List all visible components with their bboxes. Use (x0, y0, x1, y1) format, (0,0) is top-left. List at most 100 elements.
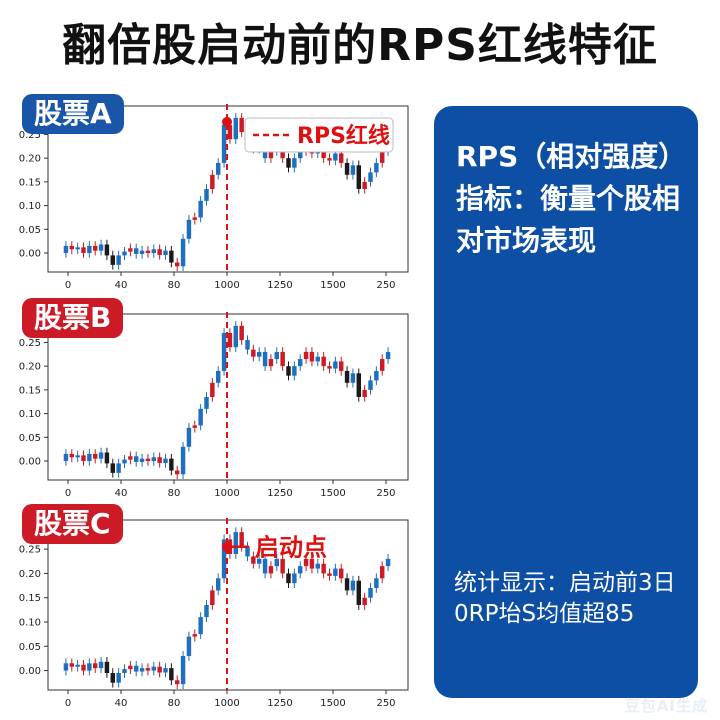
candle-body (128, 665, 133, 670)
legend-label-rps-red-line: RPS红线 (297, 123, 390, 149)
candle-body (327, 158, 332, 161)
x-tick-label: 40 (115, 698, 128, 709)
candle-body (87, 663, 92, 671)
candle-body (256, 351, 262, 357)
candle-body (116, 673, 121, 683)
x-tick-label: 80 (168, 488, 181, 499)
candle-body (251, 349, 256, 357)
x-tick-label: 80 (168, 698, 181, 709)
candle-body (227, 332, 233, 348)
candle-body (63, 663, 69, 671)
candle-body (186, 427, 192, 447)
candle-body (333, 568, 338, 576)
info-rps-definition: RPS（相对强度）指标：衡量个股相对市场表现 (456, 140, 681, 257)
candle-body (256, 558, 262, 564)
candle-body (379, 359, 385, 371)
y-tick-label: 0.00 (19, 249, 41, 260)
candle-body (169, 250, 174, 263)
candle-body (268, 566, 274, 574)
candle-body (215, 370, 221, 383)
candle-body (110, 255, 116, 265)
x-tick-label: 1000 (214, 280, 239, 291)
candle-body (321, 148, 326, 159)
x-tick-label: 0 (65, 488, 71, 499)
x-tick-label: 1500 (320, 698, 345, 709)
candle-body (98, 244, 104, 251)
candle-body (169, 668, 174, 681)
chart-stock-a: 0.00 0.05 0.10 0.15 0.20 0.25 0 40 80 1000 1250 150… (19, 104, 409, 291)
candle-body (87, 453, 92, 462)
candle-body (368, 588, 373, 598)
y-tick-label: 0.25 (19, 545, 41, 556)
candle-body (210, 590, 215, 605)
candle-body (192, 217, 198, 220)
candle-body (362, 181, 367, 189)
candle-body (92, 663, 98, 669)
y-tick-label: 0.15 (19, 385, 41, 396)
candle-body (186, 219, 192, 239)
candle-body (180, 238, 186, 267)
candle-body (110, 463, 116, 473)
candle-body (292, 158, 297, 168)
candle-body (286, 573, 291, 584)
chart-stock-b: 0.00 0.05 0.10 0.15 0.20 0.25 0 40 80 1000 1250 150… (19, 312, 409, 499)
y-tick-label: 0.05 (19, 642, 41, 653)
legend-box (244, 117, 394, 153)
candle-body (303, 351, 309, 360)
candle-body (374, 162, 379, 173)
candle-body (280, 351, 285, 367)
candle-body (104, 661, 110, 673)
candle-body (239, 117, 244, 133)
candle-body (145, 458, 151, 462)
candle-body (297, 151, 303, 159)
y-tick-label: 0.15 (19, 593, 41, 604)
info-statistics: 统计显示：启动前3日0RP坮S均值超85 (454, 570, 676, 627)
candle-body (344, 578, 350, 591)
candle-body (180, 656, 186, 685)
candle-body (379, 151, 385, 163)
candle-body (122, 459, 127, 464)
candle-body (69, 245, 75, 250)
candle-body (139, 458, 145, 462)
candle-body (63, 245, 69, 254)
candle-body (338, 361, 344, 371)
candle-body (169, 458, 174, 471)
candle-body (210, 382, 215, 397)
candle-body (174, 680, 180, 685)
y-tick-label: 0.10 (19, 618, 41, 629)
candle-body (327, 573, 332, 576)
candle-body (133, 456, 139, 462)
candle-body (350, 373, 356, 383)
candle-body (128, 248, 133, 252)
candle-body (180, 446, 186, 475)
candle-body (297, 566, 303, 574)
candle-body (204, 397, 209, 409)
candle-body (174, 470, 180, 475)
candle-body (356, 165, 362, 189)
candle-body (374, 370, 379, 381)
candle-body (251, 556, 256, 564)
candle-body (286, 366, 291, 376)
marker-dot (222, 116, 232, 127)
candle-body (163, 668, 168, 673)
candle-body (262, 351, 268, 367)
candle-body (204, 605, 209, 618)
candle-body (344, 162, 350, 175)
panel-label-stock-b: 股票B (22, 298, 124, 338)
x-tick-label: 1000 (214, 698, 239, 709)
candle-body (69, 663, 75, 667)
x-tick-label: 1500 (320, 280, 345, 291)
candle-body (75, 664, 80, 667)
candle-body (374, 578, 379, 588)
marker-dot (222, 541, 232, 552)
candle-body (98, 452, 104, 459)
candle-body (274, 351, 280, 360)
candle-body (297, 359, 303, 367)
candle-body (151, 249, 157, 254)
candle-body (303, 558, 309, 567)
annotation-start-point: 启动点 (255, 534, 327, 562)
candle-body (128, 456, 133, 460)
candle-body (145, 668, 151, 671)
candle-body (379, 566, 385, 579)
candle-body (233, 117, 239, 140)
